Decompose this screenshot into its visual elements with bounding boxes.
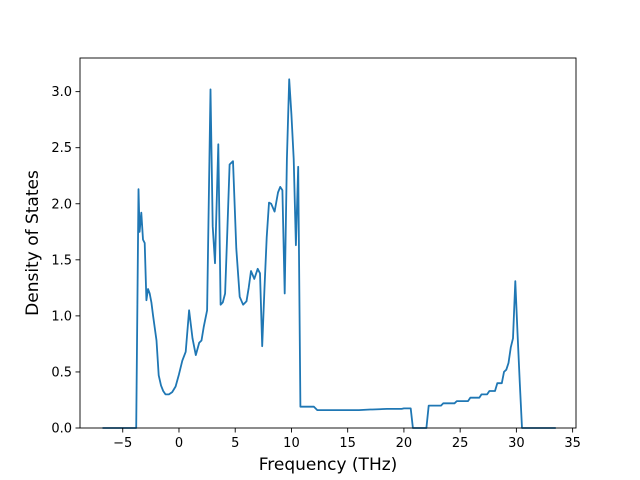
y-axis-ticks: 0.0 0.5 1.0 1.5 2.0 2.5 3.0 bbox=[51, 85, 80, 437]
x-axis-ticks: −5 0 5 10 15 20 25 30 35 bbox=[113, 428, 581, 451]
y-tick-label: 1.5 bbox=[51, 253, 72, 268]
x-tick-label: 25 bbox=[452, 436, 469, 451]
x-tick-label: 35 bbox=[564, 436, 581, 451]
y-tick-label: 2.5 bbox=[51, 141, 72, 156]
y-tick-label: 2.0 bbox=[51, 197, 72, 212]
x-tick-label: −5 bbox=[113, 436, 132, 451]
x-tick-label: 15 bbox=[339, 436, 356, 451]
y-tick-label: 3.0 bbox=[51, 85, 72, 100]
y-tick-label: 1.0 bbox=[51, 309, 72, 324]
dos-series-line bbox=[102, 78, 556, 429]
x-tick-label: 20 bbox=[396, 436, 413, 451]
x-tick-label: 0 bbox=[175, 436, 183, 451]
y-tick-label: 0.5 bbox=[51, 365, 72, 380]
x-axis-label: Frequency (THz) bbox=[259, 455, 398, 475]
plot-frame bbox=[79, 57, 577, 429]
y-tick-label: 0.0 bbox=[51, 422, 72, 437]
y-axis-label: Density of States bbox=[23, 170, 43, 316]
x-tick-label: 10 bbox=[283, 436, 300, 451]
x-tick-label: 30 bbox=[508, 436, 525, 451]
series-layer bbox=[102, 78, 556, 429]
x-tick-label: 5 bbox=[231, 436, 239, 451]
